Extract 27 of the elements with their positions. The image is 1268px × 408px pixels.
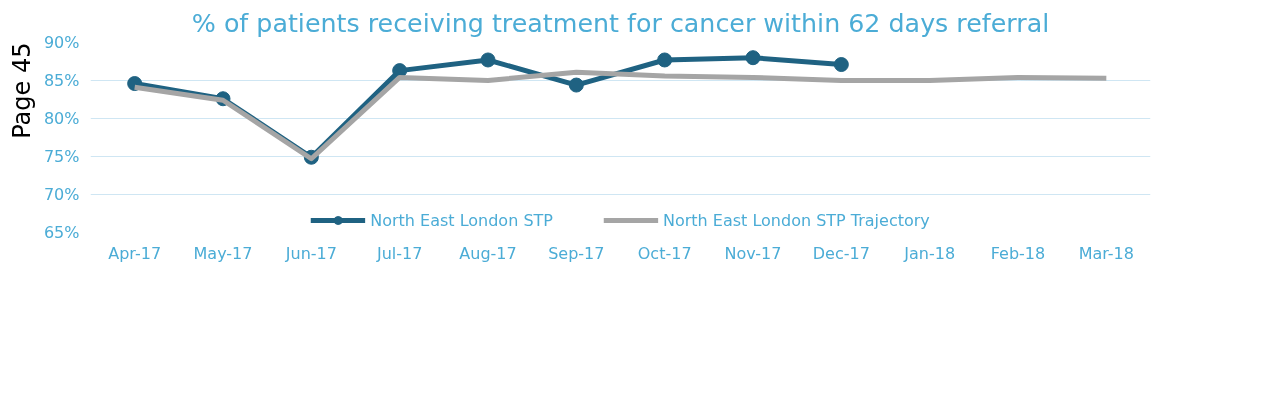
- y-tick-label: 75%: [43, 147, 80, 166]
- x-tick-label: Jul-17: [375, 243, 423, 263]
- legend-label: North East London STP Trajectory: [662, 210, 930, 230]
- y-tick-label: 80%: [43, 109, 80, 128]
- x-tick-label: Mar-18: [1078, 243, 1134, 263]
- x-tick-label: Aug-17: [459, 243, 517, 263]
- point: [657, 52, 673, 68]
- x-tick-label: May-17: [193, 243, 253, 263]
- x-tick-label: Apr-17: [108, 243, 162, 263]
- y-tick-label: 65%: [43, 223, 80, 242]
- y-tick-label: 70%: [43, 185, 80, 204]
- x-tick-label: Dec-17: [812, 243, 870, 263]
- chart-title: % of patients receiving treatment for cancer within 62 days referral: [191, 7, 1050, 38]
- y-tick-label: 85%: [43, 71, 80, 90]
- legend-label: North East London STP: [370, 210, 553, 230]
- point: [568, 77, 584, 93]
- x-tick-label: Jan-18: [903, 243, 956, 263]
- x-tick-label: Feb-18: [990, 243, 1046, 263]
- point: [833, 57, 849, 73]
- x-tick-label: Sep-17: [548, 243, 605, 263]
- y-tick-label: 90%: [43, 33, 80, 52]
- point: [480, 52, 496, 68]
- point: [745, 50, 761, 66]
- x-tick-label: Jun-17: [284, 243, 337, 263]
- x-tick-label: Nov-17: [724, 243, 782, 263]
- x-tick-label: Oct-17: [637, 243, 692, 263]
- text: Page 45: [7, 42, 36, 139]
